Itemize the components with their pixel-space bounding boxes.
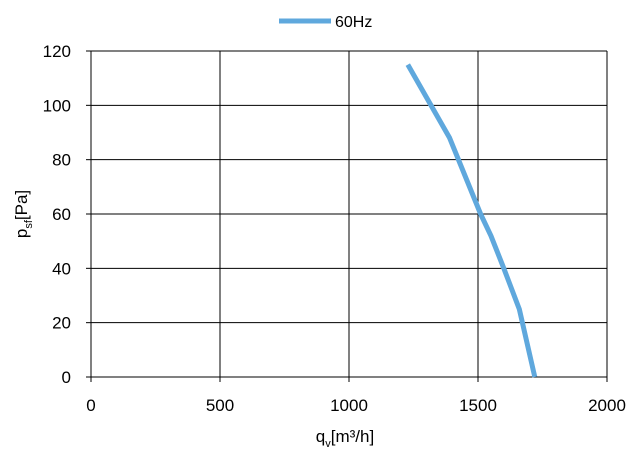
y-tick-label-0: 0: [62, 368, 71, 387]
legend: 60Hz: [279, 14, 372, 31]
x-axis-label: qv[m³/h]: [316, 427, 374, 448]
x-tick-label-0: 0: [86, 396, 95, 415]
y-tick-label-20: 20: [52, 314, 71, 333]
x-axis-label-sub: v: [325, 438, 331, 448]
y-tick-label-40: 40: [52, 259, 71, 278]
y-tick-label-60: 60: [52, 205, 71, 224]
grid: [90, 50, 608, 378]
y-tick-label-80: 80: [52, 151, 71, 170]
x-axis-label-unit: [m³/h]: [331, 427, 374, 446]
y-tick-label-120: 120: [43, 42, 71, 61]
x-tick-label-2000: 2000: [588, 396, 626, 415]
tick-labels: 0 20 40 60 80 100 120 0 500 1000 1500 2000: [43, 42, 626, 415]
legend-label-60hz: 60Hz: [335, 14, 372, 31]
x-tick-label-500: 500: [206, 396, 234, 415]
x-tick-label-1500: 1500: [459, 396, 497, 415]
x-tick-label-1000: 1000: [330, 396, 368, 415]
y-tick-label-100: 100: [43, 96, 71, 115]
y-axis-label-base: p: [12, 229, 31, 238]
series-line-60hz: [405, 63, 538, 378]
y-axis-label-sub: sf: [23, 219, 35, 229]
y-axis-label-unit: [Pa]: [12, 190, 31, 220]
series-layer: [405, 63, 538, 378]
axes: [86, 50, 608, 382]
y-axis-label: psf[Pa]: [12, 190, 35, 238]
x-axis-label-base: q: [316, 427, 325, 446]
